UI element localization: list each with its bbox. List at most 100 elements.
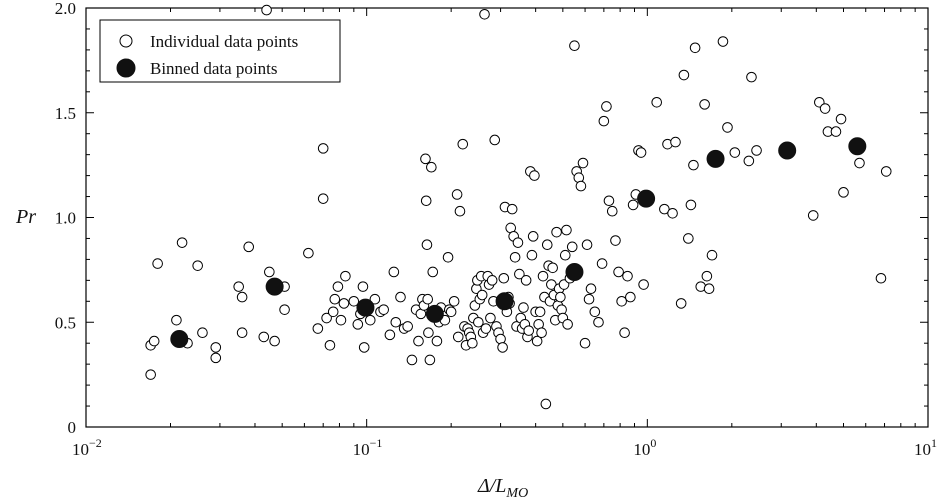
individual-data-point [454, 205, 466, 217]
individual-data-point [269, 335, 280, 347]
individual-data-point [348, 296, 360, 307]
x-tick-label: 10−1 [353, 436, 383, 459]
individual-data-point [420, 195, 432, 207]
individual-data-point [476, 289, 488, 301]
x-tick-label: 100 [633, 436, 656, 459]
individual-data-point [427, 266, 439, 278]
individual-data-point [340, 270, 351, 282]
individual-data-point [357, 281, 369, 292]
individual-data-point [585, 283, 597, 295]
individual-data-point [423, 327, 434, 339]
individual-data-point [406, 354, 418, 366]
individual-data-point [601, 101, 612, 112]
individual-data-point [243, 241, 255, 253]
individual-data-point [706, 249, 718, 261]
individual-data-point [312, 323, 324, 334]
individual-data-point [192, 260, 203, 271]
individual-data-point [264, 266, 275, 278]
individual-data-point [622, 270, 633, 282]
individual-data-point [651, 96, 663, 108]
individual-data-point [547, 262, 558, 274]
individual-data-point [431, 335, 443, 347]
individual-data-point [717, 36, 729, 47]
x-axis-title-sub: MO [505, 486, 528, 501]
individual-data-point [176, 237, 188, 248]
x-tick-label-base: 10 [633, 440, 650, 459]
individual-data-point [596, 258, 608, 269]
individual-data-point [555, 291, 566, 303]
individual-data-point [625, 291, 636, 303]
binned-data-point [170, 330, 189, 349]
individual-data-point [317, 193, 329, 204]
individual-data-point [577, 157, 589, 169]
individual-data-point [638, 279, 649, 290]
individual-data-point [210, 352, 222, 364]
individual-data-point [506, 203, 518, 215]
binned-data-point [265, 277, 284, 296]
individual-data-point [317, 143, 329, 154]
individual-data-point [324, 339, 336, 351]
individual-data-point [422, 293, 434, 305]
individual-data-point [610, 235, 621, 246]
individual-data-point [152, 258, 163, 269]
legend-marker-binned [116, 58, 136, 78]
individual-data-point [332, 281, 344, 292]
individual-data-point [613, 266, 624, 278]
binned-data-point [706, 149, 725, 168]
individual-data-point [583, 293, 595, 305]
individual-data-point [489, 134, 501, 146]
binned-data-point [778, 141, 797, 160]
individual-data-point [683, 233, 694, 244]
individual-data-point [390, 316, 402, 328]
individual-data-point [421, 239, 433, 251]
individual-data-point [352, 319, 364, 330]
individual-data-point [529, 170, 540, 181]
individual-data-point [551, 226, 562, 238]
individual-data-point [145, 369, 156, 380]
individual-data-point [689, 42, 701, 54]
binned-data-point [637, 189, 656, 208]
individual-data-point [457, 138, 469, 150]
individual-data-point [498, 272, 510, 284]
x-tick-label-exponent: 1 [931, 436, 937, 450]
individual-data-point [589, 306, 601, 318]
individual-data-point [675, 298, 687, 309]
individual-data-point [678, 69, 690, 81]
binned-data-point [356, 298, 375, 317]
individual-data-point [473, 316, 484, 328]
individual-data-point [210, 342, 222, 353]
individual-data-point [335, 314, 347, 326]
y-tick-label: 1.0 [55, 209, 76, 228]
individual-data-point [575, 180, 587, 192]
individual-data-point [616, 296, 627, 307]
individual-data-point [751, 145, 762, 156]
individual-data-point [329, 293, 341, 305]
individual-data-point [562, 319, 573, 330]
binned-data-point [495, 292, 514, 311]
individual-data-point [485, 312, 496, 324]
individual-data-point [467, 337, 478, 349]
individual-data-point [830, 126, 842, 137]
y-tick-label: 1.5 [55, 104, 76, 123]
y-axis-title: Pr [15, 206, 36, 228]
y-tick-label: 2.0 [55, 0, 76, 18]
individual-data-point [807, 210, 819, 221]
individual-data-point [699, 99, 710, 110]
individual-data-point [509, 252, 521, 263]
individual-data-point [526, 249, 538, 261]
x-tick-label-base: 10 [72, 440, 89, 459]
x-tick-label: 101 [914, 436, 937, 459]
individual-data-point [523, 325, 535, 336]
individual-data-point [527, 231, 539, 242]
individual-data-point [358, 342, 370, 353]
individual-data-point [598, 115, 610, 127]
legend-marker-individual [119, 34, 133, 48]
individual-data-point [688, 159, 699, 171]
individual-data-point [534, 306, 546, 318]
individual-points-layer [145, 4, 892, 410]
individual-data-point [236, 327, 248, 339]
individual-data-point [659, 203, 670, 215]
individual-data-point [321, 312, 332, 324]
individual-data-point [838, 187, 849, 198]
